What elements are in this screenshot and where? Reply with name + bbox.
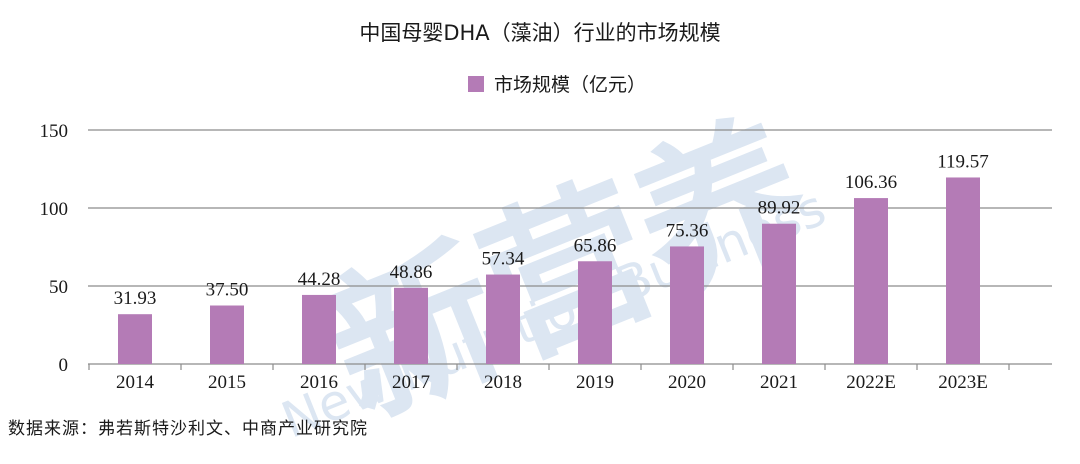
- chart-title: 中国母婴DHA（藻油）行业的市场规模: [359, 21, 720, 45]
- data-label-2023E: 119.57: [937, 151, 989, 172]
- bar-2019: [578, 261, 612, 364]
- x-tick-label-2022E: 2022E: [846, 372, 896, 393]
- data-label-2020: 75.36: [666, 220, 709, 241]
- bar-2016: [302, 294, 336, 364]
- data-label-2017: 48.86: [390, 262, 433, 283]
- x-tick-label-2019: 2019: [576, 372, 614, 393]
- legend: 市场规模（亿元）: [468, 74, 646, 96]
- x-tick-label-2017: 2017: [392, 372, 430, 393]
- legend-label: 市场规模（亿元）: [494, 74, 646, 96]
- y-tick-label: 150: [40, 121, 69, 142]
- y-tick-label: 100: [40, 199, 69, 220]
- data-label-2015: 37.50: [206, 280, 249, 301]
- y-tick-label: 50: [49, 277, 68, 298]
- x-tick-label-2021: 2021: [760, 372, 798, 393]
- data-label-2022E: 106.36: [845, 172, 897, 193]
- legend-swatch: [468, 76, 484, 92]
- x-tick-label-2020: 2020: [668, 372, 706, 393]
- bar-2022E: [854, 198, 888, 364]
- x-tick-label-2023E: 2023E: [938, 372, 988, 393]
- bar-2014: [118, 314, 152, 364]
- x-tick-label-2016: 2016: [300, 372, 338, 393]
- source-note: 数据来源：弗若斯特沙利文、中商产业研究院: [8, 419, 368, 439]
- x-tick-label-2015: 2015: [208, 372, 246, 393]
- watermark: 新营养 New Nutrition Business: [274, 90, 834, 453]
- data-label-2018: 57.34: [482, 249, 525, 270]
- y-tick-label: 0: [59, 355, 69, 376]
- data-label-2016: 44.28: [298, 269, 341, 290]
- x-tick-label-2014: 2014: [116, 372, 155, 393]
- bar-2021: [762, 223, 796, 364]
- bar-2017: [394, 287, 428, 364]
- x-axis: 2014 2015 2016 2017 2018 2019 2020 2021 2022E 202…: [88, 364, 1010, 393]
- bar-2020: [670, 246, 704, 364]
- data-label-2019: 65.86: [574, 235, 617, 256]
- data-label-2021: 89.92: [758, 198, 801, 219]
- bar-2023E: [946, 177, 980, 364]
- x-tick-label-2018: 2018: [484, 372, 522, 393]
- data-label-2014: 31.93: [114, 288, 157, 309]
- y-axis: 0 50 100 150: [40, 121, 69, 376]
- gridlines: [88, 129, 1052, 365]
- bar-2018: [486, 274, 520, 364]
- bars: 31.93 37.50 44.28 48.86 57.34 65.86 75.36 89.92…: [114, 151, 989, 364]
- bar-2015: [210, 305, 244, 364]
